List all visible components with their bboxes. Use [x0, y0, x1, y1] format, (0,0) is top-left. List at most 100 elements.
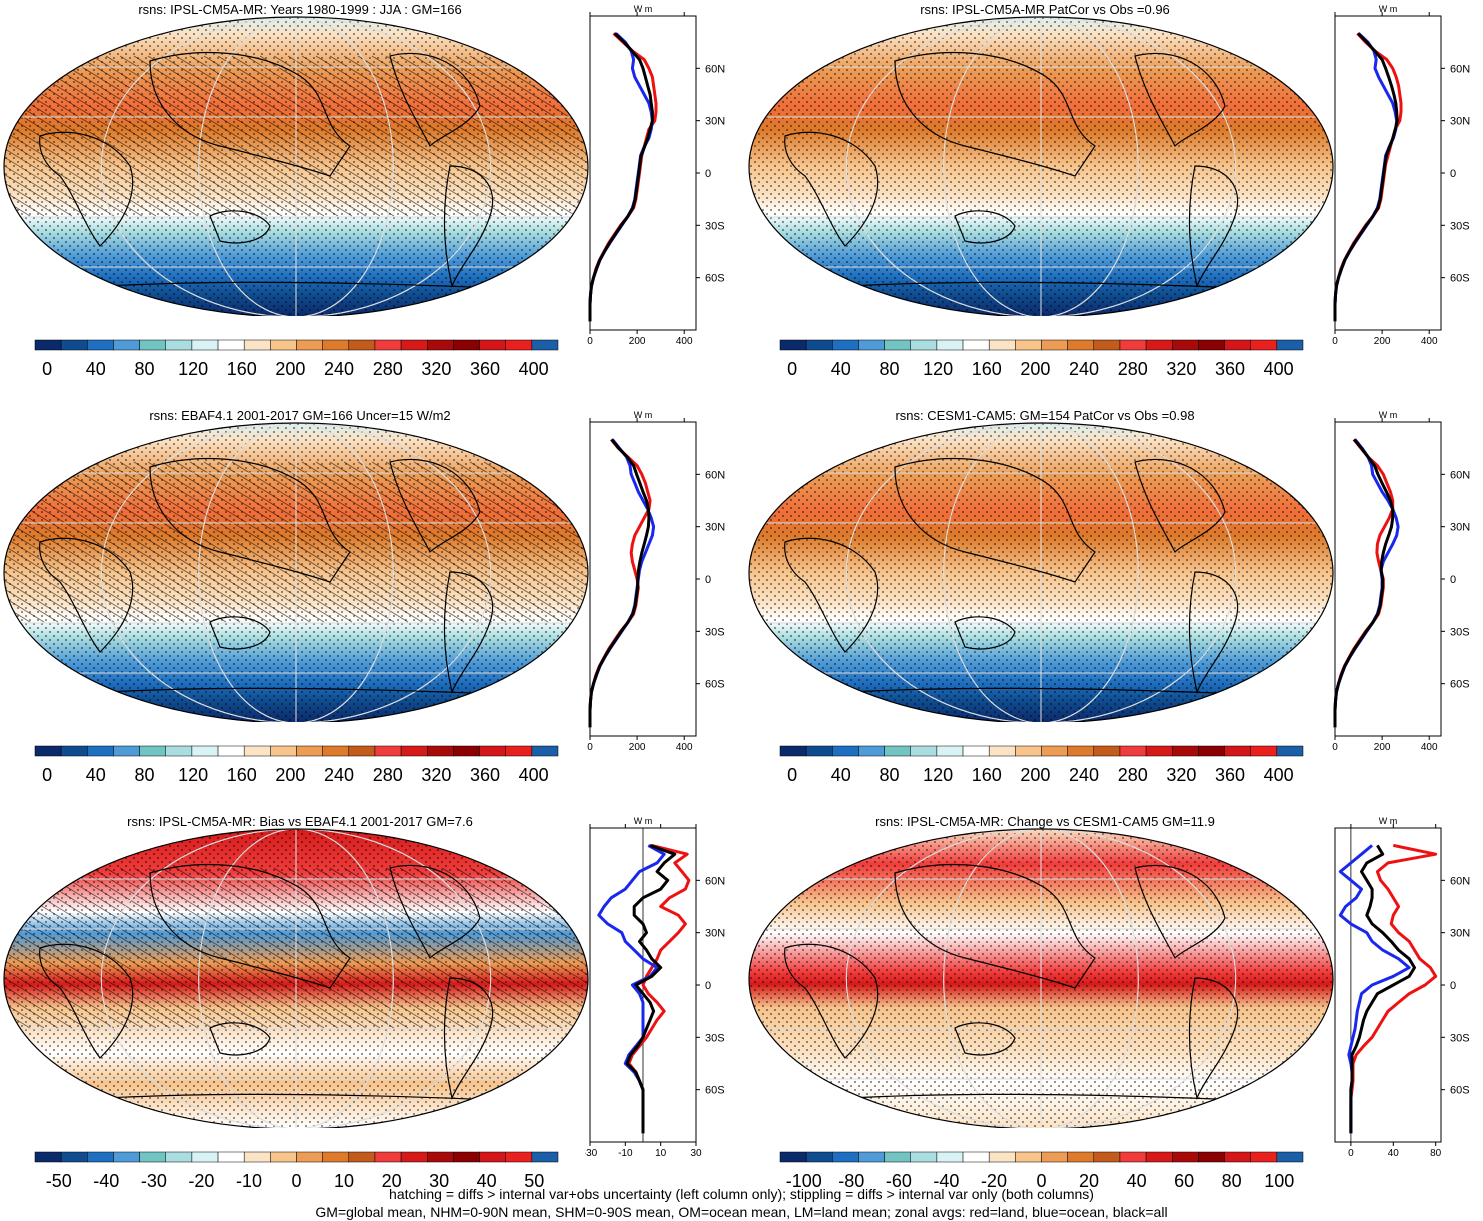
coastlines — [774, 457, 1306, 698]
map-outline — [748, 828, 1334, 1128]
x-tick-label: 30 — [690, 1148, 702, 1159]
colorbar-swatch — [1276, 339, 1304, 351]
colorbar-tick-label: 0 — [787, 765, 797, 785]
colorbar-swatch — [962, 339, 990, 351]
colorbar-tick-label: 40 — [1127, 1171, 1147, 1191]
x-tick-label: 200 — [629, 336, 646, 347]
map-field — [749, 423, 1333, 722]
colorbar-swatch — [113, 1151, 140, 1163]
coast-south-america — [443, 977, 494, 1100]
lat-tick-label: 0 — [705, 574, 711, 586]
colorbar-tick-label: 160 — [227, 765, 257, 785]
colorbar-swatch — [884, 1151, 912, 1163]
colorbar-swatch — [1119, 1151, 1147, 1163]
lat-tick-label: 60N — [705, 63, 725, 75]
coast-eurasia — [894, 863, 1096, 989]
colorbar: 0 40 80 120 160 200 240 280 320 360 400 — [779, 745, 1304, 785]
coast-north-america — [1134, 52, 1226, 148]
colorbar-swatch — [1041, 745, 1068, 757]
colorbar-tick-label: -60 — [886, 1171, 912, 1191]
colorbar-swatch — [531, 1151, 559, 1163]
colorbar-swatch — [779, 1151, 807, 1163]
lat-tick-label: 30S — [705, 220, 725, 232]
map — [748, 16, 1334, 316]
colorbar-tick-label: -20 — [188, 1171, 214, 1191]
lat-tick-label: 0 — [1450, 168, 1456, 180]
colorbar-swatch — [1145, 339, 1173, 351]
colorbar-tick-label: 400 — [519, 765, 549, 785]
lat-tick-label: 60S — [705, 273, 725, 285]
colorbar-swatch — [34, 1151, 62, 1163]
lat-tick-label: 60N — [1450, 469, 1470, 481]
coast-north-america — [389, 864, 481, 960]
colorbar-swatch — [34, 745, 62, 757]
colorbar-tick-label: -50 — [46, 1171, 72, 1191]
colorbar-swatch — [1067, 745, 1095, 757]
colorbar-tick-label: 20 — [1079, 1171, 1099, 1191]
colorbar-tick-label: -100 — [786, 1171, 822, 1191]
colorbar-swatch — [884, 745, 912, 757]
colorbar-tick-label: 240 — [1069, 765, 1099, 785]
colorbar-swatch — [1015, 339, 1042, 351]
x-tick-label: 10 — [655, 1148, 667, 1159]
panel-title: rsns: EBAF4.1 2001-2017 GM=166 Uncer=15 … — [149, 408, 451, 423]
colorbar-swatch — [936, 745, 964, 757]
lat-tick-label: 0 — [705, 168, 711, 180]
colorbar-swatch — [139, 1151, 167, 1163]
colorbar-swatch — [374, 1151, 402, 1163]
colorbar-swatch — [1015, 1151, 1042, 1163]
map-outline — [748, 16, 1334, 316]
colorbar-swatch — [988, 339, 1016, 351]
coast-north-america — [389, 52, 481, 148]
colorbar-swatch — [296, 1151, 323, 1163]
coast-north-america — [1134, 458, 1226, 554]
map-outline — [3, 16, 589, 316]
zonal-unit: W m — [1379, 410, 1398, 420]
colorbar-swatch — [243, 339, 271, 351]
colorbar-tick-label: 40 — [831, 359, 851, 379]
colorbar-swatch — [348, 745, 376, 757]
colorbar-swatch — [779, 339, 807, 351]
coast-south-america — [443, 571, 494, 694]
colorbar-tick-label: -40 — [93, 1171, 119, 1191]
x-tick-label: 40 — [1388, 1148, 1400, 1159]
colorbar-swatch — [858, 1151, 885, 1163]
colorbar-swatch — [296, 339, 323, 351]
panel-ipsl-climatology: rsns: IPSL-CM5A-MR: Years 1980-1999 : JJ… — [0, 2, 740, 407]
footer-line-2: GM=global mean, NHM=0-90N mean, SHM=0-90… — [315, 1204, 1168, 1220]
lat-tick-label: 60N — [1450, 875, 1470, 887]
colorbar-swatch — [1224, 745, 1251, 757]
colorbar-tick-label: 280 — [373, 359, 403, 379]
x-tick-label: 0 — [1332, 336, 1338, 347]
colorbar-swatch — [531, 745, 559, 757]
colorbar-swatch — [858, 339, 885, 351]
colorbar-swatch — [962, 745, 990, 757]
graticule — [749, 829, 1333, 1128]
series-all-line — [625, 843, 677, 1134]
lat-tick-label: 30S — [1450, 626, 1470, 638]
colorbar: -100 -80 -60 -40 -20 0 20 40 60 80 100 — [779, 1151, 1304, 1191]
colorbar-swatch — [348, 339, 376, 351]
colorbar-swatch — [505, 339, 533, 351]
map-field — [4, 423, 588, 722]
colorbar-swatch — [322, 745, 350, 757]
lat-tick-label: 0 — [705, 980, 711, 992]
coast-eurasia — [149, 457, 351, 583]
colorbar-swatch — [1145, 1151, 1173, 1163]
map — [748, 828, 1334, 1128]
colorbar-swatch — [400, 339, 428, 351]
colorbar-tick-label: 0 — [42, 359, 52, 379]
x-tick-label: 200 — [1374, 742, 1391, 753]
zonal-mean-plot: W m-260N30N030S60S0200400 — [587, 410, 725, 753]
lat-tick-label: 30N — [705, 522, 725, 534]
colorbar-swatch — [87, 339, 114, 351]
map-outline — [748, 422, 1334, 722]
x-tick-label: 400 — [1421, 336, 1438, 347]
colorbar-tick-label: 200 — [275, 359, 305, 379]
colorbar-swatch — [191, 1151, 219, 1163]
colorbar-swatch — [165, 745, 193, 757]
coast-australia — [209, 616, 271, 650]
coast-south-america — [443, 165, 494, 288]
